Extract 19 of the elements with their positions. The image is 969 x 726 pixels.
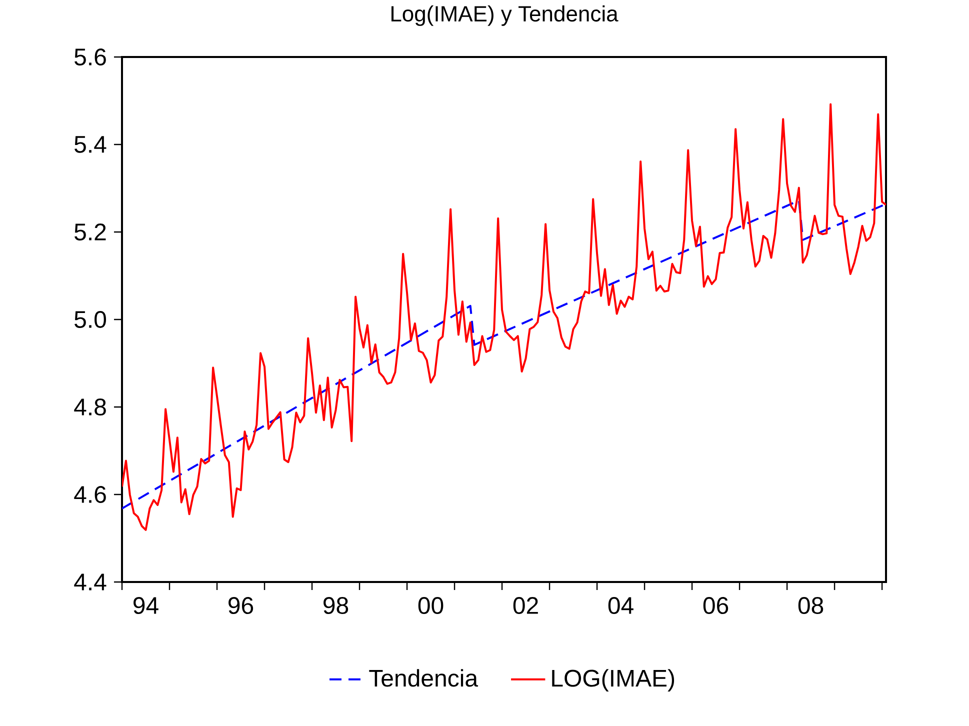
y-tick-label: 4.4 bbox=[74, 574, 106, 590]
x-tick-label: 98 bbox=[324, 597, 348, 614]
x-tick-label: 94 bbox=[134, 597, 158, 614]
line-series bbox=[122, 103, 886, 531]
y-tick-label: 5.0 bbox=[74, 310, 106, 328]
y-tick-label: 4.6 bbox=[74, 486, 106, 503]
x-tick-label: 02 bbox=[513, 597, 538, 614]
legend-label: Tendencia bbox=[369, 669, 478, 687]
x-tick-label: 04 bbox=[608, 597, 634, 614]
x-tick-label: 06 bbox=[703, 597, 728, 614]
x-tick-label: 96 bbox=[228, 597, 254, 614]
y-tick-label: 5.2 bbox=[74, 223, 106, 240]
x-tick-label: 00 bbox=[418, 597, 444, 614]
y-tick-label: 4.8 bbox=[74, 398, 106, 416]
legend-label: LOG(IMAE) bbox=[552, 669, 674, 692]
y-tick-label: 5.4 bbox=[74, 136, 106, 153]
x-tick-label: 08 bbox=[798, 597, 824, 614]
chart-title: Log(IMAE) y Tendencia bbox=[391, 5, 618, 26]
y-tick-label: 5.6 bbox=[74, 48, 106, 66]
